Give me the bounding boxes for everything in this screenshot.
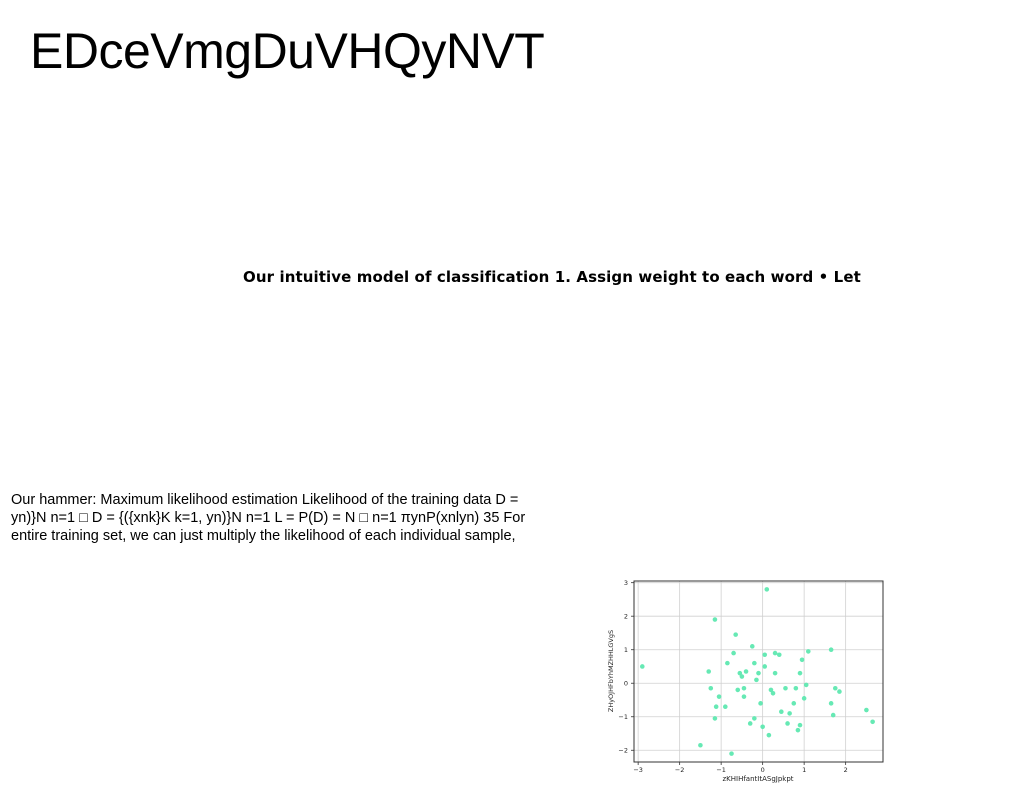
scatter-point: [731, 650, 736, 656]
y-ticks: −2 −1 0 1 2 3: [618, 579, 634, 755]
scatter-point: [712, 617, 718, 622]
scatter-point: [779, 709, 784, 715]
scatter-point: [756, 670, 761, 676]
scatter-point: [723, 704, 728, 709]
scatter-point: [762, 664, 768, 669]
data-points: [640, 587, 875, 756]
y-tick-label: −1: [618, 713, 628, 721]
y-tick-label: 2: [624, 612, 628, 620]
scatter-point: [797, 670, 803, 676]
paragraph-line: Our hammer: Maximum likelihood estimatio…: [11, 492, 519, 508]
scatter-point: [828, 647, 834, 653]
x-tick-label: 2: [844, 766, 848, 774]
scatter-point: [752, 660, 757, 666]
scatter-point: [739, 674, 745, 679]
x-tick-label: −2: [675, 766, 685, 774]
page-title: EDceVmgDuVHQyNVT: [30, 23, 545, 79]
scatter-point: [729, 751, 734, 756]
scatter-point: [772, 650, 778, 656]
scatter-point: [733, 632, 738, 637]
scatter-point: [772, 670, 778, 676]
scatter-point: [640, 664, 645, 669]
scatter-point: [743, 669, 749, 674]
scatter-point: [776, 652, 782, 658]
slide-heading: Our intuitive model of classification 1.…: [243, 268, 861, 286]
scatter-point: [795, 727, 801, 733]
scatter-point: [735, 687, 741, 693]
scatter-point: [708, 685, 714, 691]
scatter-point: [787, 711, 792, 716]
scatter-point: [791, 701, 797, 706]
y-tick-label: −2: [618, 747, 628, 755]
paragraph-line: entire training set, we can just multipl…: [11, 528, 516, 544]
grid-lines: [634, 581, 883, 762]
plot-frame: [633, 580, 884, 763]
scatter-point: [806, 649, 811, 654]
scatter-point: [752, 716, 757, 721]
scatter-point: [713, 704, 719, 709]
scatter-point: [716, 694, 722, 699]
x-axis-label: zKHIHfantItASgJpkpt: [722, 775, 793, 783]
scatter-point: [741, 685, 747, 691]
x-tick-label: −3: [633, 766, 643, 774]
scatter-point: [870, 719, 875, 725]
scatter-point: [741, 694, 747, 699]
scatter-point: [830, 712, 836, 718]
scatter-point: [758, 701, 763, 706]
body-paragraph: Our hammer: Maximum likelihood estimatio…: [11, 491, 581, 545]
scatter-chart: −3 −2 −1 0 1 2 −2 −1 0 1 2 3 zKHIHfantItASgJpkpt Z…: [607, 579, 884, 783]
scatter-point: [706, 669, 711, 674]
scatter-point: [785, 721, 790, 726]
x-tick-label: −1: [716, 766, 726, 774]
scatter-point: [764, 587, 770, 592]
scatter-point: [801, 696, 807, 701]
scatter-point: [832, 685, 838, 691]
scatter-point: [762, 652, 768, 658]
scatter-point: [837, 689, 842, 694]
y-axis-label: ZHyOJHFbYhMZHHLGVgS: [607, 630, 615, 712]
scatter-point: [797, 722, 803, 728]
scatter-point: [725, 660, 730, 666]
scatter-point: [760, 724, 765, 730]
scatter-point: [770, 690, 776, 696]
scatter-point: [768, 687, 774, 693]
scatter-point: [783, 685, 788, 691]
x-ticks: −3 −2 −1 0 1 2: [633, 762, 848, 774]
x-tick-label: 0: [761, 766, 765, 774]
y-tick-label: 0: [624, 680, 628, 688]
y-tick-label: 1: [624, 646, 628, 654]
paragraph-line: yn)}N n=1 □ D = {({xnk}K k=1, yn)}N n=1 …: [11, 510, 526, 526]
x-tick-label: 1: [802, 766, 806, 774]
scatter-point: [737, 670, 743, 676]
scatter-point: [766, 732, 772, 738]
scatter-point: [698, 742, 703, 748]
scatter-point: [712, 716, 718, 721]
scatter-point: [747, 721, 753, 726]
scatter-point: [749, 644, 755, 649]
y-tick-label: 3: [624, 579, 628, 587]
scatter-point: [828, 701, 834, 706]
scatter-point: [864, 707, 869, 713]
scatter-point: [793, 685, 799, 691]
scatter-point: [803, 682, 809, 688]
scatter-point: [799, 657, 805, 663]
scatter-point: [754, 677, 759, 683]
